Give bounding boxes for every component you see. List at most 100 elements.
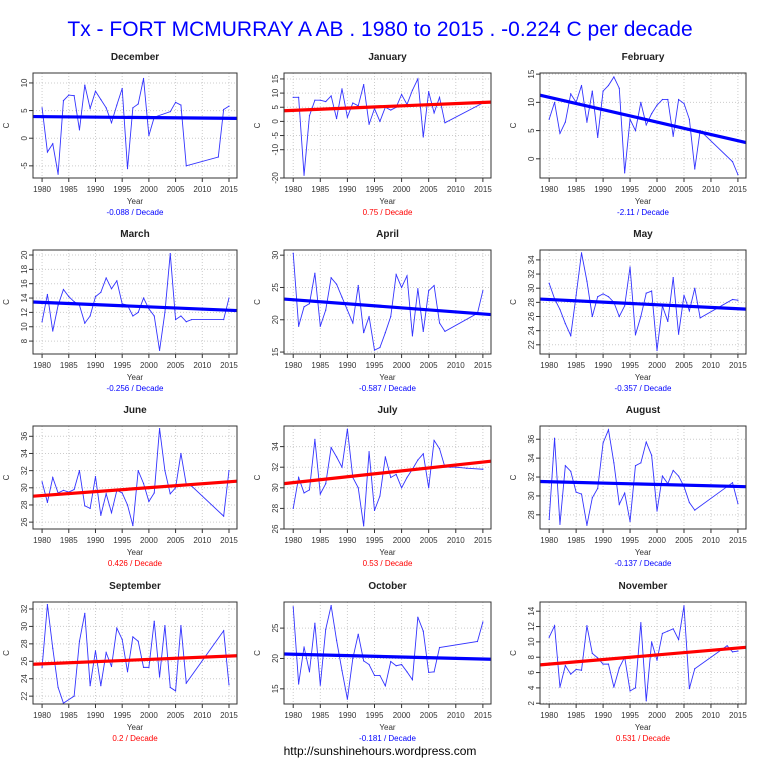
data-point bbox=[438, 646, 441, 649]
x-tick-label: 1995 bbox=[366, 361, 384, 370]
x-tick-label: 2005 bbox=[420, 536, 438, 545]
data-point bbox=[62, 100, 65, 102]
x-tick-label: 2000 bbox=[140, 711, 158, 720]
x-tick-label: 1985 bbox=[567, 711, 585, 720]
data-point bbox=[597, 296, 599, 298]
data-point bbox=[94, 90, 97, 92]
y-tick-label: 10 bbox=[527, 97, 536, 106]
trend-per-decade-label: -0.181 / Decade bbox=[359, 734, 416, 743]
data-point bbox=[368, 451, 370, 453]
data-point bbox=[153, 492, 155, 494]
data-point bbox=[363, 332, 365, 334]
y-tick-label: 6 bbox=[527, 670, 536, 675]
y-tick-label: 8 bbox=[527, 654, 536, 659]
x-tick-label: 1985 bbox=[60, 711, 78, 720]
data-point bbox=[142, 666, 145, 668]
data-point bbox=[132, 107, 134, 109]
panel-september: September 1980 1985 1990 1995 2000 2005 2010 201… bbox=[2, 581, 238, 743]
data-point bbox=[330, 605, 332, 607]
data-point bbox=[73, 488, 75, 491]
data-point bbox=[94, 296, 97, 298]
y-tick-label: 30 bbox=[271, 250, 280, 259]
x-tick-label: 2015 bbox=[729, 361, 747, 370]
data-point bbox=[731, 482, 734, 484]
data-point bbox=[148, 308, 150, 310]
data-point bbox=[482, 468, 484, 470]
x-tick-label: 1990 bbox=[594, 536, 612, 545]
data-point bbox=[137, 470, 139, 472]
data-point bbox=[395, 665, 397, 667]
data-point bbox=[84, 612, 86, 614]
data-point bbox=[656, 104, 658, 106]
x-tick-label: 2010 bbox=[447, 185, 465, 194]
data-point bbox=[319, 325, 321, 327]
x-tick-label: 1995 bbox=[366, 536, 384, 545]
x-tick-label: 1985 bbox=[60, 361, 78, 370]
data-point bbox=[417, 78, 419, 80]
data-point bbox=[618, 315, 620, 318]
trend-line bbox=[283, 100, 492, 113]
data-point bbox=[651, 113, 653, 115]
data-point bbox=[46, 293, 49, 296]
data-point bbox=[335, 283, 338, 285]
x-axis-label: Year bbox=[635, 197, 652, 206]
data-point bbox=[368, 315, 370, 318]
y-tick-label: 34 bbox=[271, 442, 280, 451]
trend-line bbox=[539, 479, 747, 489]
panel-june: June 1980 1985 1990 1995 2000 2005 2010 2015 26 28… bbox=[2, 405, 238, 568]
x-tick-label: 2010 bbox=[193, 536, 211, 545]
x-tick-label: 1985 bbox=[311, 361, 329, 370]
x-tick-label: 1990 bbox=[339, 185, 357, 194]
panel-december: December 1980 1985 1990 1995 2000 2005 2010 2015… bbox=[2, 52, 238, 217]
data-point bbox=[164, 470, 166, 472]
data-point bbox=[651, 641, 653, 643]
y-tick-label: 15 bbox=[271, 347, 280, 356]
x-tick-label: 2015 bbox=[474, 536, 492, 545]
data-point bbox=[319, 493, 321, 495]
data-point bbox=[379, 495, 381, 497]
data-point bbox=[667, 630, 669, 632]
x-tick-label: 1980 bbox=[33, 536, 51, 545]
trend-line bbox=[32, 300, 238, 313]
data-point bbox=[482, 621, 484, 623]
x-tick-label: 2010 bbox=[702, 711, 720, 720]
data-point bbox=[417, 459, 419, 461]
x-tick-label: 2005 bbox=[167, 711, 185, 720]
x-tick-label: 2005 bbox=[675, 536, 693, 545]
y-tick-label: 14 bbox=[527, 606, 536, 615]
x-axis-label: Year bbox=[127, 373, 144, 382]
data-point bbox=[132, 524, 134, 527]
x-tick-label: 2000 bbox=[393, 536, 411, 545]
data-point bbox=[164, 311, 166, 313]
y-tick-label: 36 bbox=[20, 431, 29, 440]
data-point bbox=[677, 333, 680, 335]
data-point bbox=[444, 122, 446, 124]
x-tick-label: 2015 bbox=[474, 361, 492, 370]
x-tick-label: 2015 bbox=[220, 711, 238, 720]
data-point bbox=[169, 252, 171, 255]
plot-frame bbox=[32, 601, 238, 705]
data-point bbox=[57, 686, 59, 689]
trend-line bbox=[539, 645, 747, 667]
x-axis-label: Year bbox=[379, 197, 396, 206]
data-point bbox=[73, 695, 75, 697]
x-tick-label: 2015 bbox=[474, 711, 492, 720]
x-tick-label: 1980 bbox=[284, 361, 302, 370]
x-tick-label: 1990 bbox=[87, 536, 105, 545]
data-point bbox=[634, 129, 637, 132]
data-point bbox=[634, 687, 637, 689]
data-point bbox=[390, 315, 392, 318]
trend-per-decade-label: -0.088 / Decade bbox=[107, 208, 164, 217]
data-point bbox=[84, 505, 86, 507]
data-point bbox=[629, 520, 631, 523]
data-point bbox=[553, 437, 556, 439]
x-tick-label: 1995 bbox=[621, 361, 639, 370]
panel-title: June bbox=[123, 405, 147, 416]
y-tick-label: 20 bbox=[20, 250, 29, 259]
y-tick-label: 10 bbox=[20, 322, 29, 331]
y-tick-label: 34 bbox=[527, 255, 536, 264]
x-tick-label: 2000 bbox=[140, 361, 158, 370]
data-point bbox=[580, 84, 583, 87]
y-tick-label: 15 bbox=[271, 74, 280, 83]
y-tick-label: 25 bbox=[271, 282, 280, 291]
